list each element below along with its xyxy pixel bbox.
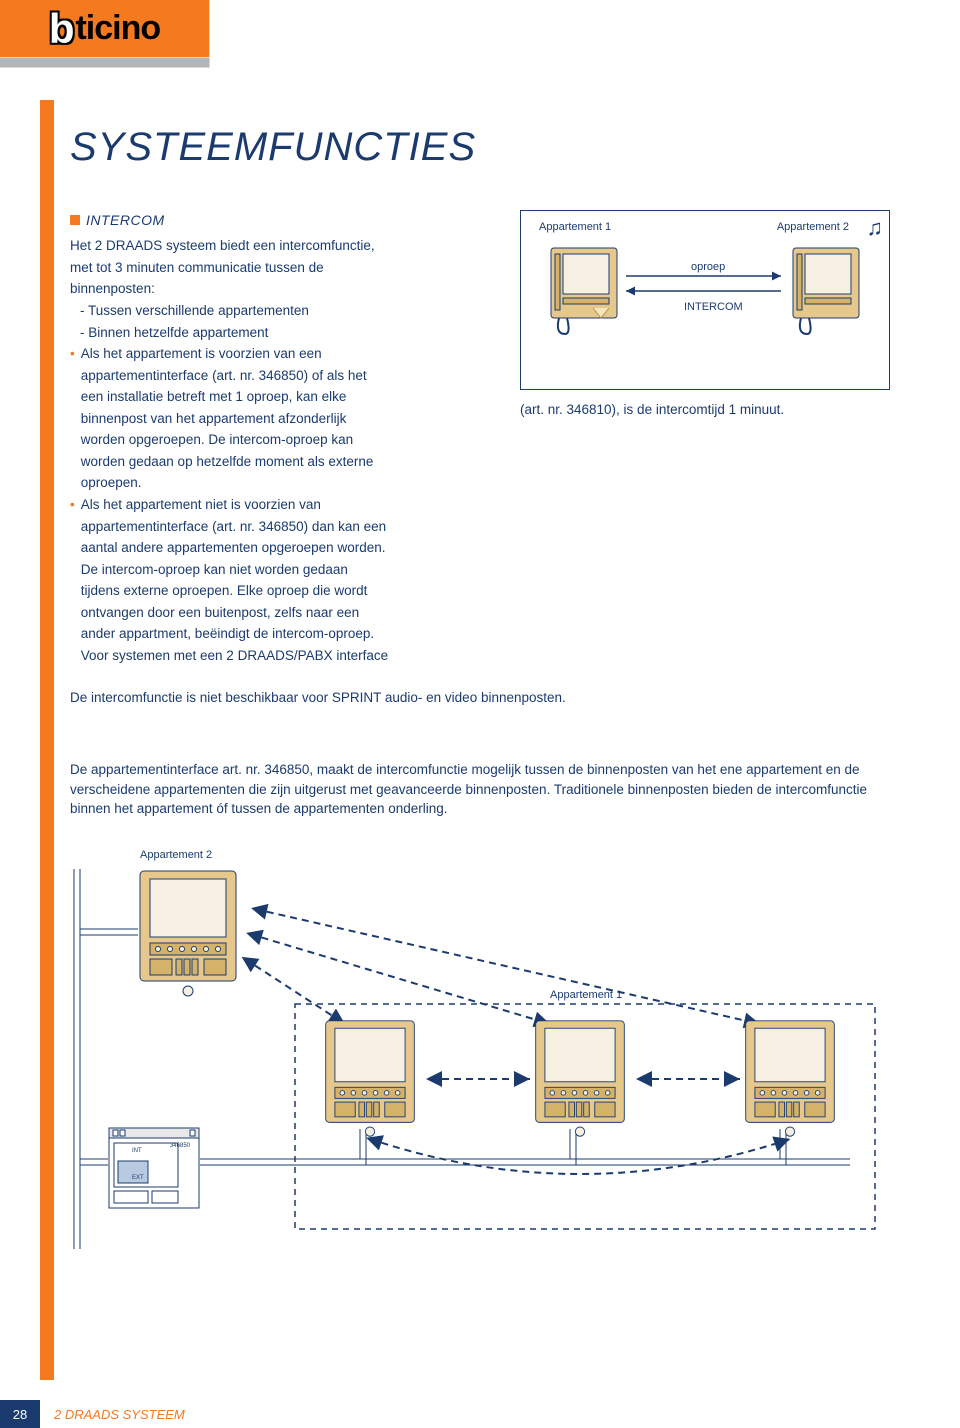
intro-line: met tot 3 minuten communicatie tussen de (70, 258, 490, 278)
logo-underline (0, 58, 210, 68)
left-column: INTERCOM Het 2 DRAADS systeem biedt een … (70, 210, 490, 668)
content-area: INTERCOM Het 2 DRAADS systeem biedt een … (70, 210, 890, 705)
bullet-line: Als het appartement is voorzien van een (81, 344, 374, 364)
device-icon (791, 246, 861, 336)
bottom-section: De appartementinterface art. nr. 346850,… (70, 760, 890, 1249)
module-int-label: INT (132, 1148, 142, 1154)
bullet-icon: • (70, 344, 75, 495)
section-name: INTERCOM (86, 210, 165, 230)
footer-system-label: 2 DRAADS SYSTEEM (54, 1407, 185, 1422)
device-icon (320, 1019, 420, 1139)
bullet-line: ander appartment, beëindigt de intercom-… (81, 624, 388, 644)
side-accent-strip (40, 100, 54, 1380)
page-number: 28 (0, 1400, 40, 1428)
logo-box: bticino (0, 0, 210, 58)
interface-module-icon: 346850 INT EXT (108, 1127, 200, 1209)
intercom-diagram-1: Appartement 1 Appartement 2 ♫ (520, 210, 890, 390)
dash-item: - Binnen hetzelfde appartement (80, 323, 490, 343)
bottom-paragraph: De appartementinterface art. nr. 346850,… (70, 760, 890, 819)
bullet-line: tijdens externe oproepen. Elke oproep di… (81, 581, 388, 601)
module-label: 346850 (170, 1143, 191, 1149)
bullet-line: worden opgeroepen. De intercom-oproep ka… (81, 430, 374, 450)
bullet-line: Als het appartement niet is voorzien van (81, 495, 388, 515)
bullet-line: appartementinterface (art. nr. 346850) o… (81, 366, 374, 386)
intro-line: Het 2 DRAADS systeem biedt een intercomf… (70, 236, 490, 256)
system-diagram: Appartement 2 Appartement 1 (70, 849, 890, 1249)
music-icon: ♫ (867, 215, 884, 241)
intro-line: binnenposten: (70, 279, 490, 299)
bullet-line: worden gedaan op hetzelfde moment als ex… (81, 452, 374, 472)
bullet-line: Voor systemen met een 2 DRAADS/PABX inte… (81, 646, 388, 666)
page-footer: 28 2 DRAADS SYSTEEM (0, 1400, 185, 1428)
device-icon (549, 246, 619, 336)
logo-b: b (49, 5, 74, 53)
bullet-line: De intercom-oproep kan niet worden gedaa… (81, 560, 388, 580)
arrow-icon (621, 266, 791, 316)
device-icon (138, 869, 238, 999)
page-title: SYSTEEMFUNCTIES (70, 125, 476, 170)
bullet-line: een installatie betreft met 1 oproep, ka… (81, 387, 374, 407)
brand-logo: bticino (0, 0, 210, 78)
logo-rest: ticino (75, 9, 160, 48)
diagram-label-apt1: Appartement 1 (539, 221, 611, 233)
right-column: Appartement 1 Appartement 2 ♫ (520, 210, 890, 668)
section-marker (70, 215, 80, 225)
bullet-line: oproepen. (81, 473, 374, 493)
module-ext-label: EXT (132, 1175, 144, 1181)
right-caption: (art. nr. 346810), is de intercomtijd 1 … (520, 402, 890, 417)
bullet-line: binnenpost van het appartement afzonderl… (81, 409, 374, 429)
device-icon (530, 1019, 630, 1139)
dash-item: - Tussen verschillende appartementen (80, 301, 490, 321)
bullet-line: appartementinterface (art. nr. 346850) d… (81, 517, 388, 537)
device-icon (740, 1019, 840, 1139)
diagram-label-apt2: Appartement 2 (777, 221, 849, 233)
bullet-icon: • (70, 495, 75, 668)
bullet-line: aantal andere appartementen opgeroepen w… (81, 538, 388, 558)
availability-note: De intercomfunctie is niet beschikbaar v… (70, 690, 890, 705)
bullet-line: ontvangen door een buitenpost, zelfs naa… (81, 603, 388, 623)
